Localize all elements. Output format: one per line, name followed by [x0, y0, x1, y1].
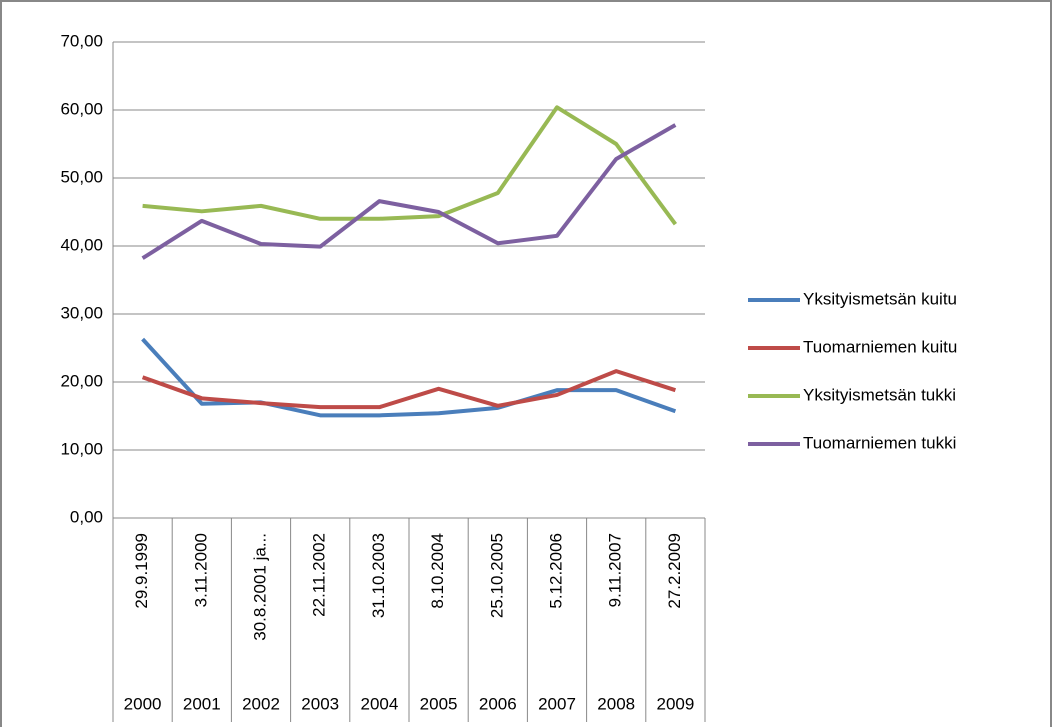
legend-label: Yksityismetsän tukki	[803, 385, 956, 404]
y-tick-label: 20,00	[60, 371, 103, 390]
x-tick-label: 25.10.2005	[487, 533, 506, 618]
x-group-label: 2003	[301, 694, 339, 713]
x-group-label: 2005	[420, 694, 458, 713]
x-tick-label: 3.11.2000	[191, 533, 210, 607]
x-group-label: 2008	[597, 694, 635, 713]
x-tick-label: 29.9.1999	[132, 533, 151, 609]
x-tick-label: 5.12.2006	[546, 533, 565, 609]
x-group-label: 2004	[360, 694, 398, 713]
series-line	[141, 123, 677, 260]
x-tick-label: 8.10.2004	[428, 533, 447, 609]
y-tick-label: 30,00	[60, 303, 103, 322]
y-tick-label: 60,00	[60, 99, 103, 118]
series-line	[141, 337, 677, 418]
x-tick-label: 27.2.2009	[665, 533, 684, 609]
x-tick-label: 31.10.2003	[369, 533, 388, 618]
y-tick-label: 0,00	[70, 507, 103, 526]
x-group-label: 2000	[124, 694, 162, 713]
x-group-label: 2009	[656, 694, 694, 713]
y-tick-label: 50,00	[60, 167, 103, 186]
x-group-label: 2007	[538, 694, 576, 713]
legend-label: Tuomarniemen kuitu	[803, 337, 957, 356]
x-tick-label: 9.11.2007	[606, 533, 625, 607]
series-line	[142, 105, 678, 226]
x-group-label: 2006	[479, 694, 517, 713]
x-group-label: 2001	[183, 694, 221, 713]
series-line	[141, 369, 677, 410]
legend-label: Tuomarniemen tukki	[803, 433, 956, 452]
x-tick-label: 22.11.2002	[310, 533, 329, 617]
y-tick-label: 70,00	[60, 31, 103, 50]
y-tick-label: 40,00	[60, 235, 103, 254]
y-tick-label: 10,00	[60, 439, 103, 458]
x-group-label: 2002	[242, 694, 280, 713]
legend-label: Yksityismetsän kuitu	[803, 289, 957, 308]
x-tick-label: 30.8.2001 ja...	[250, 533, 269, 641]
